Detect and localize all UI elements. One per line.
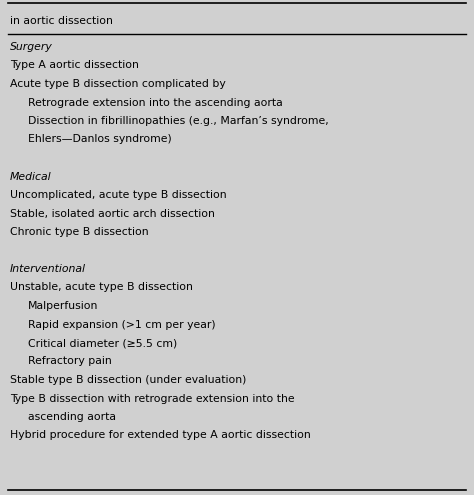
- Text: Critical diameter (≥5.5 cm): Critical diameter (≥5.5 cm): [28, 338, 177, 348]
- Text: Retrograde extension into the ascending aorta: Retrograde extension into the ascending …: [28, 98, 283, 107]
- Text: Malperfusion: Malperfusion: [28, 301, 99, 311]
- Text: Unstable, acute type B dissection: Unstable, acute type B dissection: [10, 283, 193, 293]
- Text: ascending aorta: ascending aorta: [28, 412, 116, 422]
- Text: Hybrid procedure for extended type A aortic dissection: Hybrid procedure for extended type A aor…: [10, 431, 311, 441]
- Text: Type A aortic dissection: Type A aortic dissection: [10, 60, 139, 70]
- Text: Interventional: Interventional: [10, 264, 86, 274]
- Text: Stable type B dissection (under evaluation): Stable type B dissection (under evaluati…: [10, 375, 246, 385]
- Text: Chronic type B dissection: Chronic type B dissection: [10, 227, 149, 237]
- Text: Stable, isolated aortic arch dissection: Stable, isolated aortic arch dissection: [10, 208, 215, 218]
- Text: Ehlers—Danlos syndrome): Ehlers—Danlos syndrome): [28, 135, 172, 145]
- Text: in aortic dissection: in aortic dissection: [10, 16, 113, 26]
- Text: Dissection in fibrillinopathies (e.g., Marfan’s syndrome,: Dissection in fibrillinopathies (e.g., M…: [28, 116, 329, 126]
- Text: Medical: Medical: [10, 171, 52, 182]
- Text: Uncomplicated, acute type B dissection: Uncomplicated, acute type B dissection: [10, 190, 227, 200]
- Text: Refractory pain: Refractory pain: [28, 356, 112, 366]
- Text: Rapid expansion (>1 cm per year): Rapid expansion (>1 cm per year): [28, 319, 216, 330]
- Text: Type B dissection with retrograde extension into the: Type B dissection with retrograde extens…: [10, 394, 295, 403]
- Text: Acute type B dissection complicated by: Acute type B dissection complicated by: [10, 79, 226, 89]
- Text: Surgery: Surgery: [10, 42, 53, 52]
